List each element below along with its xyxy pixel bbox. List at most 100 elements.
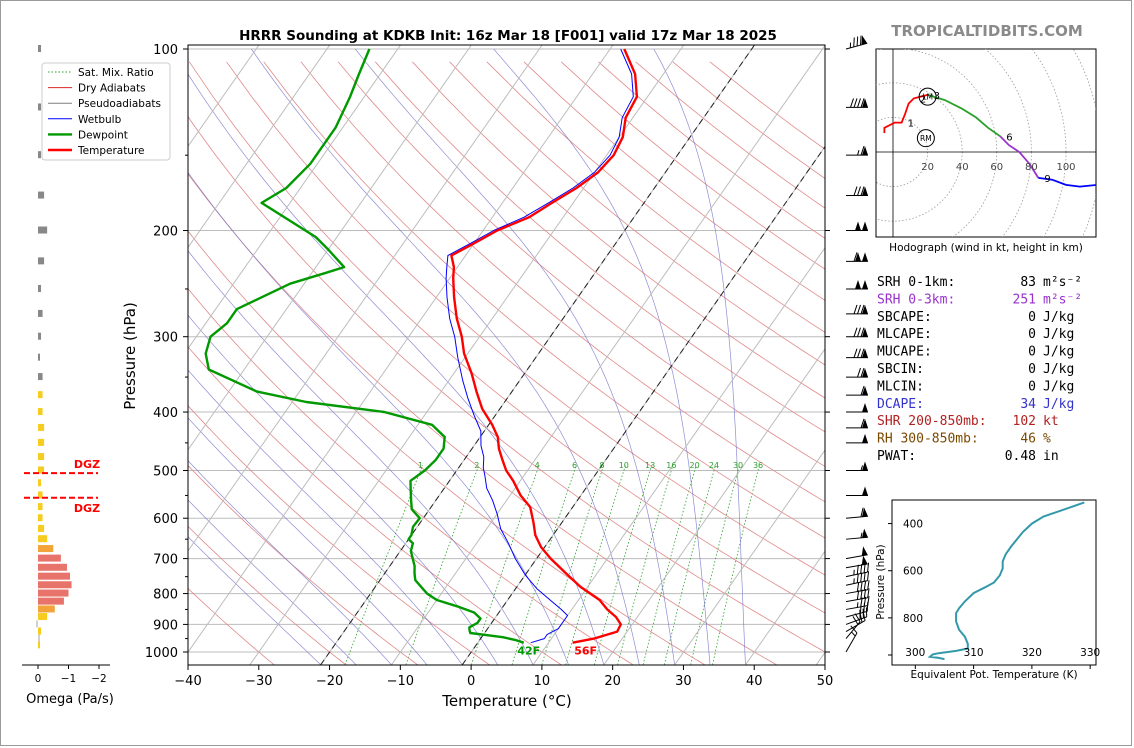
barb-shaft bbox=[845, 580, 868, 586]
legend-label: Wetbulb bbox=[78, 114, 122, 126]
param-unit: m²s⁻² bbox=[1043, 275, 1082, 290]
mixing-ratio-label: 2 bbox=[474, 461, 479, 470]
param-unit: J/kg bbox=[1043, 310, 1074, 325]
omega-bar bbox=[38, 408, 43, 416]
barb-feather bbox=[857, 367, 861, 378]
legend: Sat. Mix. Ratio Dry Adiabats Pseudoadiabat… bbox=[41, 62, 171, 161]
pseudoadiabat bbox=[653, 48, 746, 665]
barb-flag bbox=[862, 403, 868, 413]
wind-barb bbox=[845, 546, 868, 560]
omega-bar bbox=[38, 491, 43, 499]
pseudoadiabat bbox=[188, 499, 357, 665]
mixing-ratio-line bbox=[594, 465, 653, 665]
wind-barb bbox=[845, 562, 870, 578]
pseudoadiabat bbox=[188, 536, 321, 665]
omega-bar bbox=[38, 641, 40, 649]
x-tick-label: −10 bbox=[387, 674, 414, 689]
legend-label: Dewpoint bbox=[78, 129, 128, 141]
omega-bar bbox=[38, 226, 48, 234]
y-tick-label: 700 bbox=[153, 553, 178, 568]
mixing-ratio-label: 36 bbox=[753, 461, 763, 470]
omega-bar bbox=[38, 627, 42, 635]
param-label: SRH 0-3km: bbox=[877, 292, 955, 307]
barb-feather bbox=[853, 304, 858, 315]
omega-x-label: Omega (Pa/s) bbox=[26, 692, 114, 707]
mixing-ratio-label: 30 bbox=[733, 461, 743, 470]
barb-shaft bbox=[845, 554, 868, 560]
param-value: 0.48 bbox=[1005, 449, 1036, 464]
param-unit: J/kg bbox=[1043, 397, 1074, 412]
wind-barb bbox=[846, 98, 868, 108]
y-tick-label: 600 bbox=[153, 512, 178, 527]
wind-barb bbox=[846, 221, 868, 232]
omega-tick-label: 0 bbox=[35, 673, 42, 685]
isotherm-line bbox=[188, 45, 472, 451]
hodograph-segment bbox=[1038, 177, 1096, 188]
omega-bar bbox=[38, 479, 42, 487]
theta-e-y-tick-label: 800 bbox=[903, 613, 923, 625]
wind-barb bbox=[845, 528, 868, 540]
omega-bar bbox=[38, 524, 45, 532]
x-tick-label: −40 bbox=[174, 674, 201, 689]
barb-flag bbox=[862, 386, 868, 396]
x-tick-label: 10 bbox=[534, 674, 551, 689]
wind-barb bbox=[846, 486, 868, 496]
wind-barb bbox=[846, 327, 868, 338]
barb-shaft bbox=[845, 632, 858, 653]
barb-feather bbox=[860, 418, 865, 429]
y-tick-label: 200 bbox=[153, 225, 178, 240]
chart-title: HRRR Sounding at KDKB Init: 16z Mar 18 [… bbox=[239, 28, 777, 44]
mixing-ratio-label: 13 bbox=[645, 461, 655, 470]
barb-flag bbox=[862, 486, 868, 496]
barb-shaft bbox=[845, 515, 868, 519]
param-unit: J/kg bbox=[1043, 345, 1074, 360]
wind-barb bbox=[846, 348, 868, 359]
omega-tick-label: −1 bbox=[61, 673, 76, 685]
barb-flag bbox=[862, 368, 868, 378]
hodograph-segment bbox=[927, 94, 1001, 138]
mixing-ratio-line bbox=[690, 465, 740, 665]
legend-label: Temperature bbox=[77, 145, 145, 157]
theta-e-x-tick-label: 310 bbox=[964, 647, 984, 659]
barb-flag bbox=[862, 98, 868, 108]
barb-feather bbox=[853, 186, 858, 196]
barb-shaft bbox=[845, 571, 868, 578]
barb-feather bbox=[860, 304, 865, 315]
mixing-ratio-labels: 1 2 4 6 8 10 13 16 20 24 30 36 bbox=[418, 461, 763, 470]
isobar-gridlines bbox=[188, 48, 825, 653]
mixing-ratio-line bbox=[541, 465, 605, 665]
storm-motion-label: RM bbox=[920, 134, 932, 143]
wind-barb bbox=[845, 555, 868, 569]
omega-bar bbox=[38, 151, 42, 159]
barb-shaft bbox=[845, 589, 868, 595]
isotherms bbox=[188, 45, 825, 665]
omega-bar bbox=[38, 309, 43, 317]
pseudoadiabat bbox=[493, 48, 711, 665]
pseudoadiabat bbox=[251, 48, 640, 665]
hodograph-height-label: 1 bbox=[908, 119, 914, 130]
barb-feather bbox=[867, 588, 870, 598]
barb-shaft bbox=[845, 620, 866, 633]
mixing-ratio-line bbox=[565, 465, 626, 665]
hodograph-segment bbox=[999, 135, 1040, 179]
barb-feather bbox=[860, 327, 865, 337]
pseudoadiabat bbox=[188, 250, 534, 665]
barb-feather bbox=[863, 571, 866, 582]
barb-flag bbox=[855, 279, 861, 289]
y-tick-label: 1000 bbox=[145, 646, 178, 661]
isotherm-line bbox=[188, 45, 260, 148]
mixing-ratio-line bbox=[642, 465, 697, 665]
param-label: SHR 200-850mb: bbox=[877, 414, 987, 429]
barb-feather bbox=[863, 580, 867, 591]
barb-feather bbox=[860, 564, 863, 574]
param-label: SBCAPE: bbox=[877, 310, 932, 325]
isotherm-line bbox=[745, 550, 825, 665]
param-unit: % bbox=[1043, 432, 1051, 447]
barb-flag bbox=[862, 146, 868, 156]
param-unit: J/kg bbox=[1043, 362, 1074, 377]
omega-bar bbox=[38, 438, 45, 446]
omega-panel: 0 −1 −2 Omega (Pa/s) DGZ DGZ bbox=[22, 45, 114, 707]
skewt-panel: 1 2 4 6 8 10 13 16 20 24 30 36 −40 −30 −20 −10 0 10 20 30 4… bbox=[41, 43, 833, 710]
dry-adiabat bbox=[188, 346, 562, 665]
